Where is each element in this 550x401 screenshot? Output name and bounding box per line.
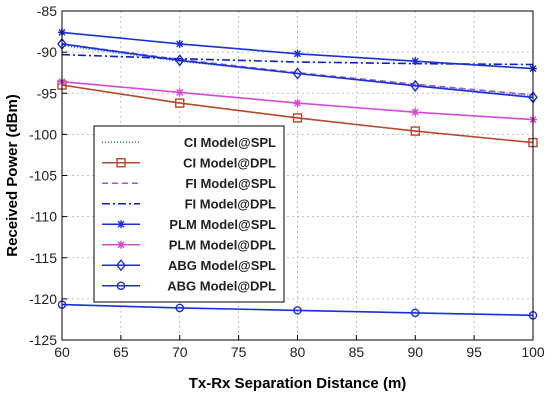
x-tick-label: 90 [407,344,423,360]
x-tick-label: 100 [521,344,545,360]
legend-marker [117,241,125,249]
y-tick-label: -95 [37,85,57,101]
legend-label: CI Model@SPL [184,135,276,150]
x-tick-label: 75 [231,344,247,360]
legend-label: FI Model@DPL [185,196,276,211]
y-tick-label: -105 [29,168,57,184]
legend-label: FI Model@SPL [185,176,276,191]
legend-label: PLM Model@SPL [169,217,276,232]
y-tick-label: -125 [29,332,57,348]
x-tick-label: 70 [172,344,188,360]
y-tick-label: -100 [29,126,57,142]
x-axis-title: Tx-Rx Separation Distance (m) [189,375,407,392]
legend-label: PLM Model@DPL [169,237,276,252]
legend: CI Model@SPL CI Model@DPL FI Model@SPL FI M… [94,126,284,302]
data-point [176,88,184,96]
y-tick-label: -90 [37,44,57,60]
y-tick-label: -115 [30,250,57,266]
legend-label: CI Model@DPL [183,155,276,170]
y-axis-title: Received Power (dBm) [4,94,21,257]
data-point [294,99,302,107]
y-tick-label: -85 [37,3,57,19]
data-point [411,57,419,65]
x-tick-label: 80 [290,344,306,360]
y-tick-label: -120 [29,291,57,307]
legend-marker [117,220,125,228]
legend-label: ABG Model@DPL [167,278,276,293]
data-point [176,40,184,48]
series-plm-model-spl [58,28,537,72]
x-tick-label: 85 [349,344,365,360]
legend-box [94,126,284,302]
data-point [411,108,419,116]
data-point [294,50,302,58]
x-tick-label: 65 [113,344,129,360]
y-tick-label: -110 [30,209,57,225]
x-tick-label: 95 [466,344,482,360]
legend-label: ABG Model@SPL [168,258,276,273]
